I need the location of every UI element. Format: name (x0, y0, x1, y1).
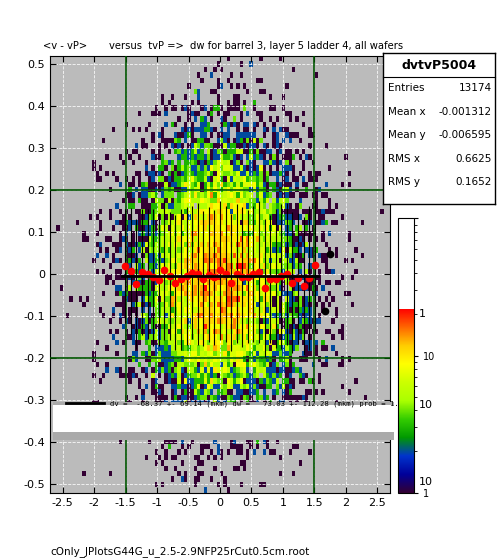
Text: Mean x: Mean x (388, 107, 426, 117)
Text: Entries: Entries (388, 83, 424, 94)
Text: 10: 10 (418, 400, 432, 410)
Text: <v - vP>       versus  tvP =>  dw for barrel 3, layer 5 ladder 4, all wafers: <v - vP> versus tvP => dw for barrel 3, … (43, 41, 404, 51)
Text: Mean y: Mean y (388, 130, 426, 141)
Text: 13174: 13174 (458, 83, 492, 94)
Text: 0.1652: 0.1652 (455, 177, 492, 187)
Text: RMS y: RMS y (388, 177, 420, 187)
Text: -0.001312: -0.001312 (438, 107, 492, 117)
Text: 0.6625: 0.6625 (455, 154, 492, 164)
Text: dvtvP5004: dvtvP5004 (401, 59, 476, 72)
Text: -0.006595: -0.006595 (438, 130, 492, 141)
Text: dv =  -68.37 +- 69.14 (mkm) dw =   73.03 +- 112.28 (mkm) prob = 1.000: dv = -68.37 +- 69.14 (mkm) dw = 73.03 +-… (110, 400, 412, 407)
Text: cOnly_JPlotsG44G_u_2.5-2.9NFP25rCut0.5cm.root: cOnly_JPlotsG44G_u_2.5-2.9NFP25rCut0.5cm… (50, 547, 309, 557)
Bar (52, 403, 394, 440)
Text: 10: 10 (418, 477, 432, 487)
Text: 1: 1 (418, 310, 426, 319)
Text: RMS x: RMS x (388, 154, 420, 164)
Bar (52, 405, 394, 432)
